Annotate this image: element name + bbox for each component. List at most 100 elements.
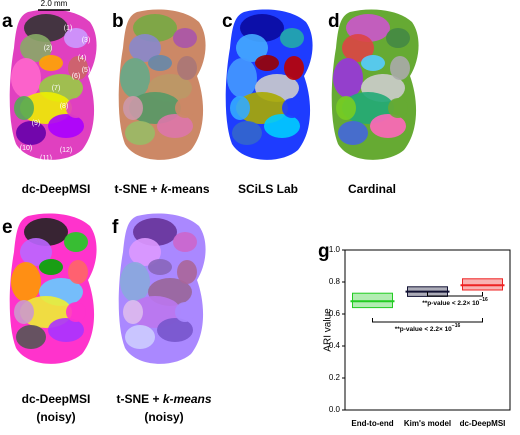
region-label: (11) — [40, 155, 52, 162]
segment — [16, 121, 46, 145]
region-label: (8) — [60, 103, 69, 110]
region-label: (10) — [20, 145, 32, 152]
region-label: (3) — [82, 37, 91, 44]
segment — [68, 56, 88, 80]
segments — [333, 14, 410, 145]
bracket — [427, 292, 483, 297]
segment — [361, 55, 385, 71]
region-label: (5) — [82, 67, 91, 74]
annotation-exponent: −16 — [479, 297, 488, 303]
segment — [125, 121, 155, 145]
segment — [177, 260, 197, 284]
segment — [48, 114, 84, 138]
caption: Cardinal — [348, 182, 396, 196]
tissue-image — [9, 9, 97, 160]
segment — [173, 28, 197, 48]
segment — [255, 55, 279, 71]
segment — [236, 34, 268, 62]
y-tick-label: 1.0 — [329, 245, 341, 254]
caption: dc-DeepMSI — [22, 182, 91, 196]
y-tick-label: 0.2 — [329, 373, 341, 382]
segment — [64, 232, 88, 252]
segment — [148, 259, 172, 275]
x-tick-label: Kim's model — [404, 419, 451, 428]
segment — [129, 34, 161, 62]
caption: SCiLS Lab — [238, 182, 298, 196]
segment — [148, 55, 172, 71]
bracket — [372, 318, 483, 323]
annotation-text: **p-value < 2.2× 10 — [395, 326, 452, 333]
segment — [39, 55, 63, 71]
segments — [11, 14, 88, 145]
segment — [282, 98, 302, 118]
segment — [14, 96, 34, 120]
segments — [11, 218, 88, 349]
tissue-image — [118, 9, 206, 160]
region-label: (1) — [64, 25, 73, 32]
segment — [14, 300, 34, 324]
segment — [123, 300, 143, 324]
y-tick-label: 0.6 — [329, 309, 341, 318]
segment — [157, 114, 193, 138]
segment — [16, 325, 46, 349]
segment — [338, 121, 368, 145]
segment — [370, 114, 406, 138]
annotation: **p-value < 2.2× 10−16 — [422, 297, 488, 306]
segment — [232, 121, 262, 145]
segment — [333, 58, 363, 98]
annotation-text: **p-value < 2.2× 10 — [422, 300, 479, 307]
segments — [120, 14, 197, 145]
segment — [175, 302, 195, 322]
y-tick-label: 0.0 — [329, 405, 341, 414]
tissue-image — [118, 213, 206, 364]
segments — [227, 14, 304, 145]
tissue-image — [331, 9, 419, 160]
caption: t-SNE + k-means — [114, 182, 209, 196]
segment — [342, 34, 374, 62]
y-tick-label: 0.4 — [329, 341, 341, 350]
annotation: **p-value < 2.2× 10−16 — [395, 323, 461, 332]
segment — [227, 58, 257, 98]
region-label: (9) — [32, 120, 41, 127]
segment — [388, 98, 408, 118]
segment — [120, 262, 150, 302]
y-axis-label: ARI value — [323, 308, 334, 352]
segment — [284, 56, 304, 80]
plot-frame — [344, 249, 511, 411]
x-tick-label: dc-DeepMSI — [460, 419, 506, 428]
segment — [66, 98, 86, 118]
region-label: (2) — [44, 45, 53, 52]
segment — [177, 56, 197, 80]
segment — [129, 238, 161, 266]
segment — [66, 302, 86, 322]
region-label: (7) — [52, 85, 61, 92]
tissue-image — [9, 213, 97, 364]
segment — [264, 114, 300, 138]
tissue-image — [225, 9, 313, 160]
panel-letter: e — [2, 217, 13, 238]
region-label: (12) — [60, 147, 72, 154]
x-tick-label: End-to-end — [351, 419, 393, 428]
segment — [120, 58, 150, 98]
y-tick-label: 0.8 — [329, 277, 341, 286]
segment — [11, 58, 41, 98]
scale-bar-label: 2.0 mm — [41, 0, 68, 8]
segment — [173, 232, 197, 252]
segment — [390, 56, 410, 80]
segment — [20, 238, 52, 266]
segment — [175, 98, 195, 118]
panel-letter: c — [222, 11, 233, 32]
segment — [230, 96, 250, 120]
region-label: (4) — [78, 55, 87, 62]
caption: (noisy) — [144, 410, 183, 424]
segment — [157, 318, 193, 342]
segment — [123, 96, 143, 120]
segment — [280, 28, 304, 48]
panel-letter: d — [328, 11, 340, 32]
segment — [39, 259, 63, 275]
segment — [64, 28, 88, 48]
segment — [386, 28, 410, 48]
caption: dc-DeepMSI — [22, 392, 91, 406]
region-label: (6) — [72, 73, 81, 80]
